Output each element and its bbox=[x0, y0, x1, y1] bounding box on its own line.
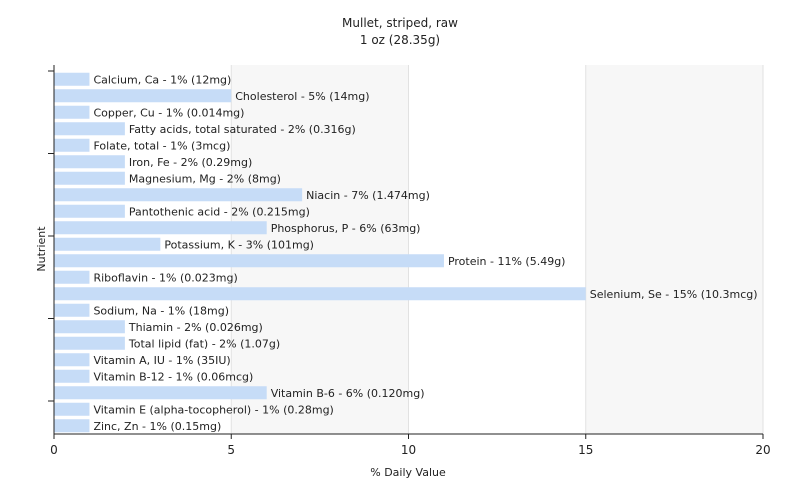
data-label: Iron, Fe - 2% (0.29mg) bbox=[129, 156, 252, 169]
x-tick-labels: 0 5 10 15 20 bbox=[50, 443, 770, 457]
data-label: Fatty acids, total saturated - 2% (0.316… bbox=[129, 123, 356, 136]
data-label: Potassium, K - 3% (101mg) bbox=[164, 238, 314, 251]
bar bbox=[54, 221, 267, 235]
data-label: Riboflavin - 1% (0.023mg) bbox=[93, 271, 237, 284]
bar bbox=[54, 419, 90, 433]
bar bbox=[54, 171, 125, 185]
data-label: Calcium, Ca - 1% (12mg) bbox=[93, 73, 231, 86]
data-label: Total lipid (fat) - 2% (1.07g) bbox=[128, 337, 280, 350]
x-tick-label: 20 bbox=[755, 443, 770, 457]
data-label: Sodium, Na - 1% (18mg) bbox=[93, 304, 229, 317]
data-label: Vitamin B-12 - 1% (0.06mcg) bbox=[93, 370, 253, 383]
grid-band bbox=[585, 65, 763, 434]
bar bbox=[54, 122, 125, 136]
bar bbox=[54, 89, 232, 103]
data-label: Zinc, Zn - 1% (0.15mg) bbox=[93, 420, 221, 433]
bar bbox=[54, 303, 90, 317]
x-tick-label: 10 bbox=[401, 443, 416, 457]
x-tick-label: 5 bbox=[227, 443, 235, 457]
bar bbox=[54, 105, 90, 119]
data-label: Niacin - 7% (1.474mg) bbox=[306, 189, 430, 202]
data-label: Pantothenic acid - 2% (0.215mg) bbox=[129, 205, 310, 218]
data-label: Thiamin - 2% (0.026mg) bbox=[128, 321, 263, 334]
bar bbox=[54, 287, 586, 301]
bar bbox=[54, 386, 267, 400]
bar bbox=[54, 138, 90, 152]
data-label: Vitamin A, IU - 1% (35IU) bbox=[93, 354, 230, 367]
data-label: Copper, Cu - 1% (0.014mg) bbox=[93, 106, 244, 119]
bar bbox=[54, 188, 303, 202]
bar bbox=[54, 270, 90, 284]
data-label: Vitamin B-6 - 6% (0.120mg) bbox=[271, 387, 425, 400]
bar bbox=[54, 369, 90, 383]
chart-title: Mullet, striped, raw bbox=[342, 16, 458, 30]
bar bbox=[54, 402, 90, 416]
grid-band bbox=[231, 65, 409, 434]
grid-band bbox=[408, 65, 586, 434]
x-axis-title: % Daily Value bbox=[370, 466, 446, 479]
bar bbox=[54, 72, 90, 86]
y-axis-title: Nutrient bbox=[35, 226, 48, 272]
bar bbox=[54, 155, 125, 169]
data-label: Protein - 11% (5.49g) bbox=[448, 255, 566, 268]
x-tick-label: 0 bbox=[50, 443, 58, 457]
bar bbox=[54, 204, 125, 218]
data-labels: Calcium, Ca - 1% (12mg) Cholesterol - 5% … bbox=[93, 73, 757, 433]
bar bbox=[54, 353, 90, 367]
chart-subtitle: 1 oz (28.35g) bbox=[360, 33, 440, 47]
axes bbox=[48, 65, 764, 439]
bar bbox=[54, 237, 161, 251]
x-tick-label: 15 bbox=[578, 443, 593, 457]
bar bbox=[54, 254, 444, 268]
data-label: Folate, total - 1% (3mcg) bbox=[93, 139, 230, 152]
data-label: Phosphorus, P - 6% (63mg) bbox=[271, 222, 421, 235]
bar bbox=[54, 336, 125, 350]
bars bbox=[54, 72, 586, 433]
data-label: Cholesterol - 5% (14mg) bbox=[235, 90, 369, 103]
bar bbox=[54, 320, 125, 334]
data-label: Vitamin E (alpha-tocopherol) - 1% (0.28m… bbox=[93, 403, 333, 416]
data-label: Selenium, Se - 15% (10.3mcg) bbox=[590, 288, 758, 301]
data-label: Magnesium, Mg - 2% (8mg) bbox=[129, 172, 281, 185]
